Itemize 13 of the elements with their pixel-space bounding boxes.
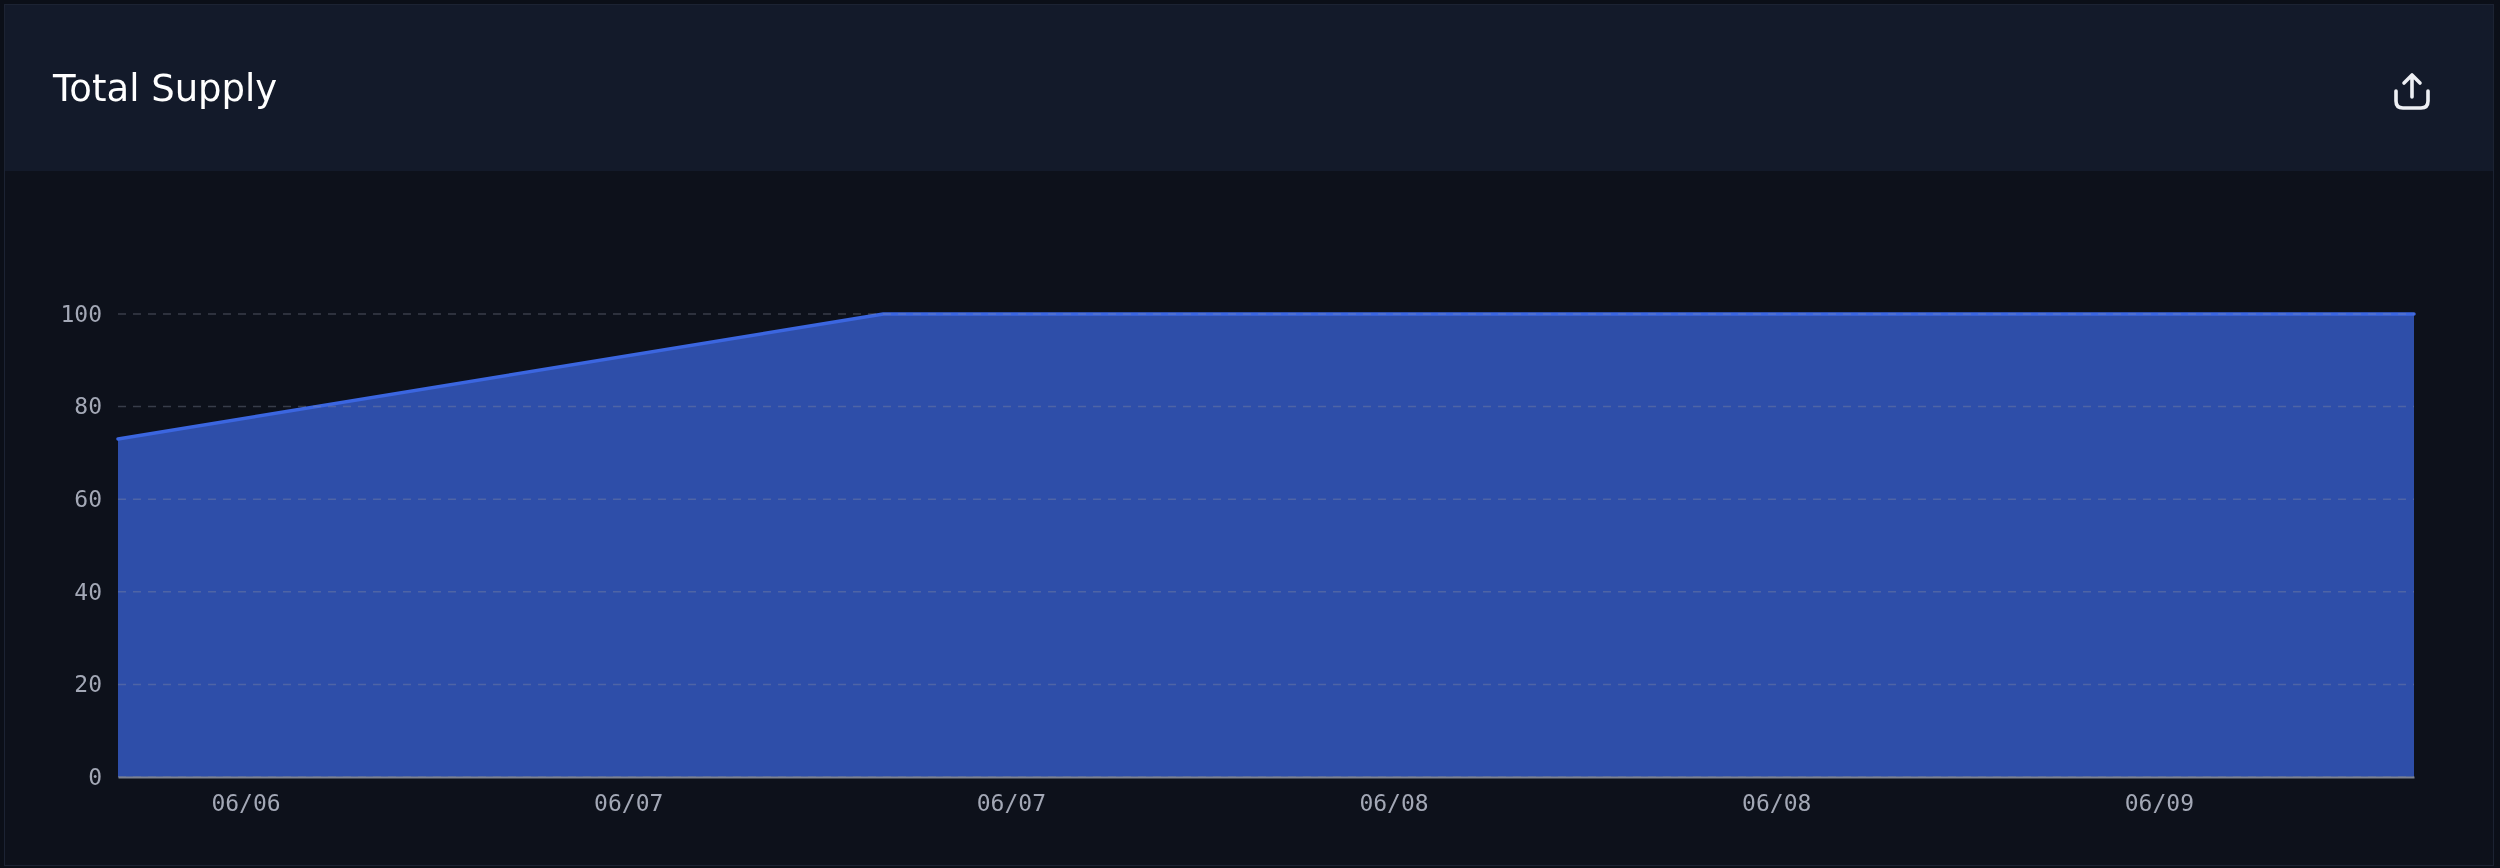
x-tick-label: 06/08: [1742, 790, 1812, 817]
y-tick-label: 100: [60, 300, 102, 327]
y-tick-label: 80: [74, 393, 102, 420]
x-tick-label: 06/09: [2124, 790, 2195, 817]
y-tick-label: 20: [74, 671, 102, 698]
x-tick-label: 06/07: [594, 790, 664, 817]
chart-title: Total Supply: [53, 67, 278, 111]
x-tick-label: 06/06: [211, 790, 281, 817]
x-tick-label: 06/07: [976, 790, 1047, 817]
y-tick-label: 40: [74, 578, 102, 605]
x-tick-label: 06/08: [1359, 790, 1429, 817]
y-tick-label: 60: [74, 486, 102, 513]
y-tick-label: 0: [88, 763, 102, 790]
